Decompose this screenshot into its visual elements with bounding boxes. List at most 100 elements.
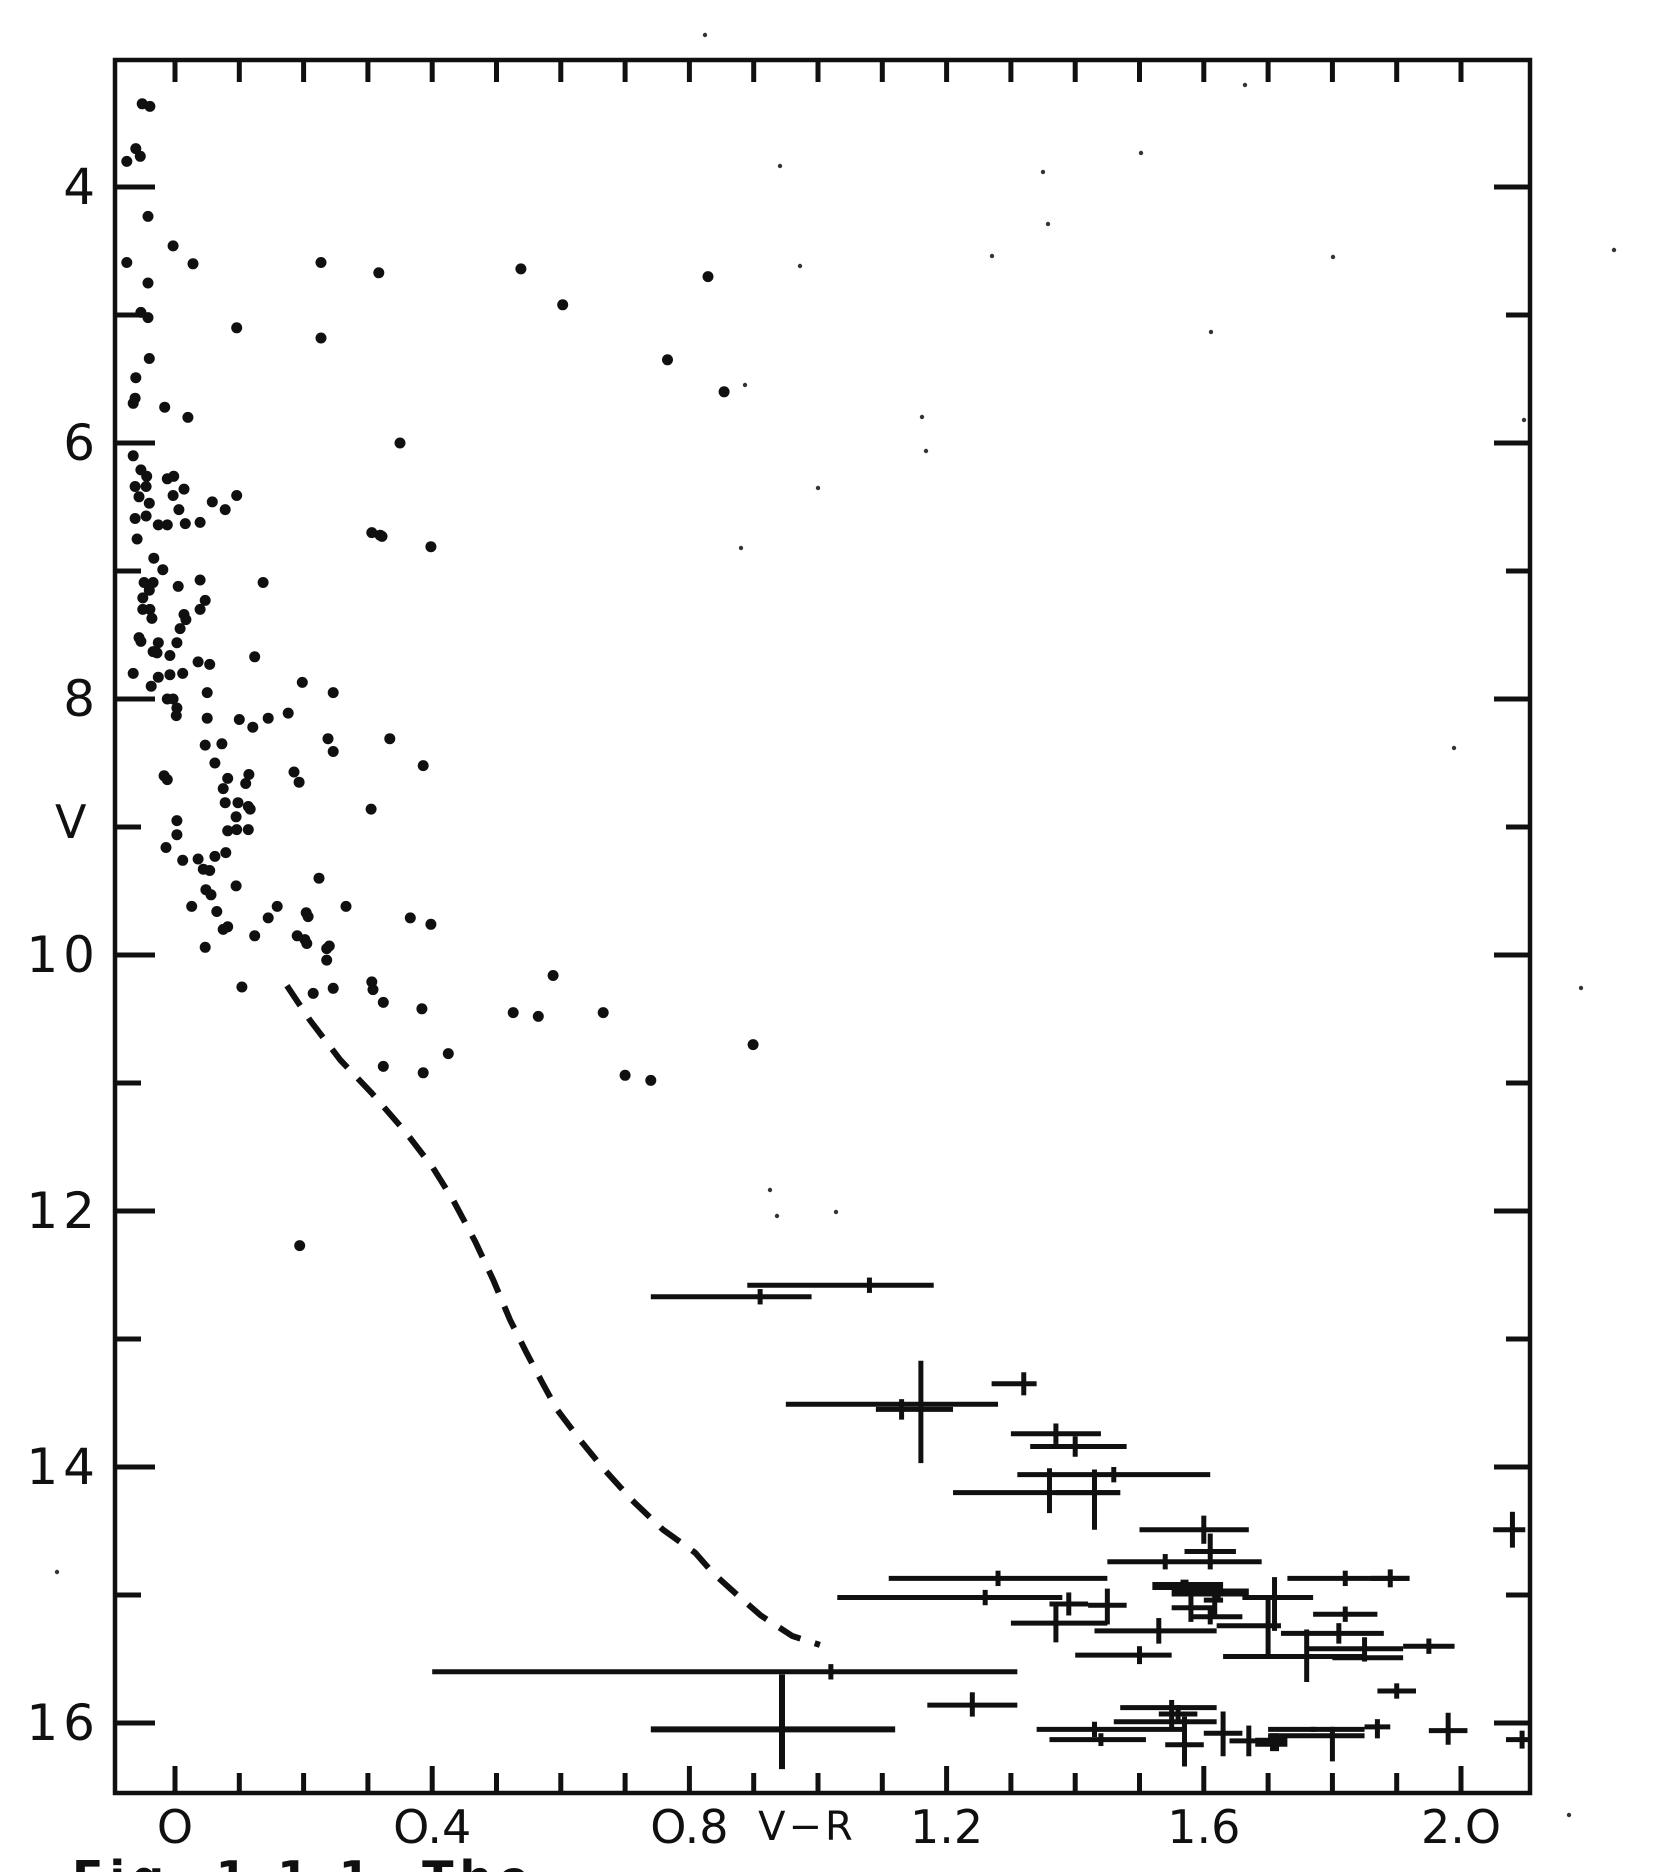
- star-dot: [222, 825, 234, 837]
- scan-speck: [702, 32, 708, 38]
- star-dot: [148, 552, 160, 564]
- x-tick-label: O: [157, 1800, 193, 1854]
- star-dot: [233, 714, 245, 725]
- star-dot: [133, 491, 145, 503]
- y-tick-label: 8: [63, 670, 100, 728]
- star-dot: [131, 533, 143, 545]
- star-dot: [384, 733, 396, 745]
- star-dot: [142, 210, 154, 222]
- star-dot: [374, 529, 386, 541]
- star-dot: [171, 637, 183, 649]
- star-dot: [231, 322, 243, 334]
- star-dot: [144, 100, 156, 112]
- star-dot: [187, 258, 199, 270]
- star-dot: [177, 854, 189, 866]
- star-dot: [159, 401, 171, 413]
- star-dot: [164, 650, 176, 661]
- scan-speck: [833, 1209, 839, 1215]
- star-dot: [230, 880, 242, 892]
- x-tick-label: O.4: [393, 1800, 471, 1854]
- star-dot: [121, 155, 133, 167]
- star-dot: [547, 970, 559, 981]
- star-dot: [157, 564, 169, 576]
- star-dot: [236, 981, 248, 993]
- scan-speck: [1578, 985, 1584, 991]
- star-dot: [179, 518, 191, 530]
- star-dot: [140, 510, 152, 522]
- star-dot: [262, 912, 274, 924]
- star-dot: [129, 481, 141, 492]
- y-tick-label: 12: [26, 1182, 100, 1240]
- star-dot: [425, 918, 437, 930]
- scan-speck: [777, 163, 783, 169]
- star-dot: [199, 594, 211, 606]
- star-dot: [220, 847, 232, 859]
- star-dot: [167, 240, 179, 252]
- star-dot: [417, 1067, 429, 1079]
- star-dot: [121, 257, 133, 268]
- star-dot: [204, 658, 216, 670]
- star-dot: [211, 906, 223, 917]
- star-dot: [216, 738, 228, 750]
- star-dot: [204, 865, 216, 876]
- star-dot: [180, 614, 192, 626]
- star-dot: [219, 504, 231, 516]
- star-dot: [171, 829, 183, 841]
- y-tick-label: 4: [63, 158, 100, 216]
- star-dot: [143, 353, 155, 364]
- star-dot: [282, 707, 294, 719]
- scan-speck: [1208, 329, 1214, 335]
- star-dot: [209, 757, 221, 769]
- star-dot: [192, 853, 204, 865]
- star-dot: [365, 803, 377, 815]
- star-dot: [167, 693, 179, 705]
- star-dot: [442, 1048, 454, 1060]
- star-dot: [507, 1007, 519, 1019]
- star-dot: [199, 739, 211, 751]
- star-dot: [145, 680, 157, 692]
- star-dot: [174, 623, 186, 635]
- star-dot: [140, 481, 152, 492]
- star-dot: [182, 411, 194, 423]
- star-dot: [243, 769, 255, 780]
- y-tick-label: 14: [26, 1438, 100, 1496]
- star-dot: [302, 911, 314, 923]
- star-dot: [192, 656, 204, 668]
- star-dot: [377, 1060, 389, 1072]
- star-dot: [170, 710, 182, 722]
- star-dot: [222, 772, 234, 784]
- star-dot: [152, 519, 164, 531]
- x-axis-title: V−R: [758, 1804, 856, 1850]
- scan-speck: [1040, 169, 1046, 175]
- scan-speck: [54, 1569, 60, 1575]
- scan-speck: [989, 253, 995, 259]
- star-dot: [367, 984, 379, 996]
- y-tick-label: 6: [63, 414, 100, 472]
- star-dot: [231, 824, 243, 836]
- star-dot: [178, 483, 190, 495]
- scan-speck: [1611, 247, 1617, 253]
- star-dot: [134, 150, 146, 162]
- star-dot: [315, 257, 327, 268]
- star-dot: [201, 712, 213, 724]
- plot-frame: [112, 57, 1533, 1796]
- star-dot: [662, 354, 673, 366]
- scan-speck: [797, 263, 803, 269]
- star-dot: [373, 267, 385, 279]
- star-dot: [307, 987, 319, 999]
- star-dot: [135, 635, 147, 647]
- scan-speck: [815, 485, 821, 491]
- star-dot: [222, 921, 234, 933]
- star-dot: [171, 815, 183, 827]
- star-dot: [142, 277, 154, 289]
- star-dot: [321, 954, 333, 966]
- star-dot: [271, 900, 283, 912]
- star-dot: [619, 1069, 631, 1081]
- star-dot: [167, 490, 179, 501]
- star-dot: [161, 519, 173, 531]
- scan-speck: [767, 1187, 773, 1193]
- scan-speck: [742, 382, 748, 388]
- star-dot: [127, 450, 139, 462]
- star-dot: [141, 470, 153, 482]
- star-dot: [340, 900, 352, 912]
